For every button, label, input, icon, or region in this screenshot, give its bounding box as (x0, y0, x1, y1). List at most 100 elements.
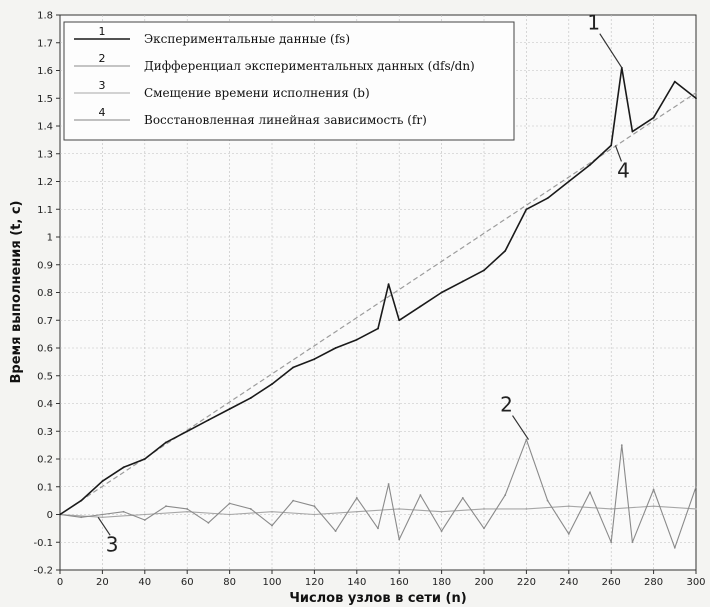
callout-leader (599, 33, 623, 69)
series-1-point (546, 197, 549, 200)
series-1-point (483, 269, 485, 272)
x-tick-label: 280 (644, 577, 663, 588)
series-1-point (101, 480, 104, 483)
series-3-point (567, 505, 570, 508)
y-tick-label: 0.7 (37, 316, 53, 327)
x-tick-label: 20 (96, 577, 109, 588)
series-3-point (355, 510, 358, 513)
series-4-line (59, 92, 697, 516)
callout-leader (614, 145, 623, 162)
series-1-point (610, 144, 613, 147)
legend-number-3: 3 (99, 79, 106, 92)
legend-label-2: Дифференциал экспериментальных данных (d… (144, 59, 475, 73)
x-tick-label: 40 (138, 577, 151, 588)
series-2-point (271, 524, 273, 527)
series-1-point (143, 458, 146, 460)
series-1-point (695, 97, 697, 100)
callout-label-1: 1 (587, 11, 600, 35)
series-2-point (207, 521, 210, 524)
series-1-point (525, 208, 528, 211)
series-1-point (652, 116, 655, 119)
x-tick-label: 220 (517, 577, 536, 588)
series-2-point (313, 505, 316, 508)
series-3-point (398, 508, 401, 510)
x-tick-label: 100 (262, 577, 281, 588)
series-2-point (143, 519, 146, 521)
y-tick-label: 1.7 (37, 38, 53, 49)
series-2-point (377, 527, 379, 530)
x-tick-label: 160 (390, 577, 409, 588)
series-2-point (673, 546, 676, 549)
series-1-point (59, 513, 61, 516)
series-1-point (313, 358, 316, 360)
y-tick-label: 0 (47, 510, 53, 521)
series-2-point (610, 541, 613, 544)
series-1-point (122, 466, 125, 469)
callout-leader (512, 415, 530, 440)
series-2-point (228, 502, 231, 505)
series-2-point (440, 530, 443, 533)
x-tick-label: 80 (223, 577, 236, 588)
series-3-point (313, 513, 316, 516)
series-2-point (398, 538, 401, 541)
tick-layer: 0 20 40 60 80 100 120 140 160 180 200 220 240 260 280 3… (33, 11, 705, 589)
series-3-point (101, 516, 104, 519)
series-2-point (122, 510, 125, 513)
callout-layer: 1 4 2 3 (97, 11, 630, 556)
series-3-point (695, 508, 697, 510)
series-1-point (355, 338, 358, 341)
x-tick-label: 140 (347, 577, 366, 588)
series-2-point (483, 527, 485, 530)
x-tick-label: 200 (474, 577, 493, 588)
callout-leader (97, 516, 111, 536)
legend: 1 Экспериментальные данные (fs) 2 Дифференц… (63, 21, 515, 141)
series-1-point (271, 383, 273, 385)
series-1-point (504, 249, 507, 252)
y-tick-label: 1.4 (37, 122, 53, 133)
y-tick-label: 0.4 (37, 399, 53, 410)
series-2-point (249, 508, 252, 510)
y-tick-label: 1.3 (37, 149, 53, 160)
series-1-point (589, 163, 591, 166)
callout-label-3: 3 (106, 532, 119, 556)
x-tick-label: 60 (181, 577, 194, 588)
series-2-point (101, 513, 104, 516)
series-1-point (673, 80, 676, 83)
series-1-point (419, 305, 422, 308)
series-1-point (292, 366, 295, 369)
series-3-point (610, 508, 613, 510)
series-3-point (143, 513, 146, 516)
series-1-point (228, 408, 231, 410)
series-1-point (249, 397, 252, 399)
legend-number-1: 1 (99, 25, 106, 38)
y-tick-label: 0.8 (37, 288, 53, 299)
series-2-point (567, 533, 570, 535)
series-2-point (546, 499, 549, 502)
series-layer (59, 66, 697, 549)
y-tick-label: 0.3 (37, 427, 53, 438)
x-tick-label: 240 (559, 577, 578, 588)
y-tick-label: -0.1 (33, 538, 53, 549)
series-1-point (387, 283, 390, 286)
legend-label-4: Восстановленная линейная зависимость (fr… (144, 113, 427, 127)
series-2-point (387, 483, 390, 485)
y-tick-label: 1.2 (37, 177, 53, 188)
series-2-point (461, 496, 464, 499)
y-tick-label: 0.5 (37, 371, 53, 382)
y-axis-title: Время выполнения (t, с) (9, 201, 24, 384)
y-tick-label: 1.8 (37, 11, 53, 22)
series-3-point (483, 508, 485, 510)
series-2-point (186, 508, 189, 510)
series-1-point (334, 347, 337, 349)
series-2-point (695, 485, 697, 488)
callout-label-2: 2 (500, 393, 513, 417)
series-1-point (461, 280, 464, 283)
y-tick-label: 1 (47, 233, 53, 244)
series-2-point (355, 496, 358, 499)
x-tick-label: 0 (57, 577, 63, 588)
series-3-point (652, 505, 655, 508)
series-1-point (377, 327, 379, 330)
series-2-point (589, 491, 591, 494)
series-3-point (440, 510, 443, 513)
series-2-point (504, 494, 507, 496)
